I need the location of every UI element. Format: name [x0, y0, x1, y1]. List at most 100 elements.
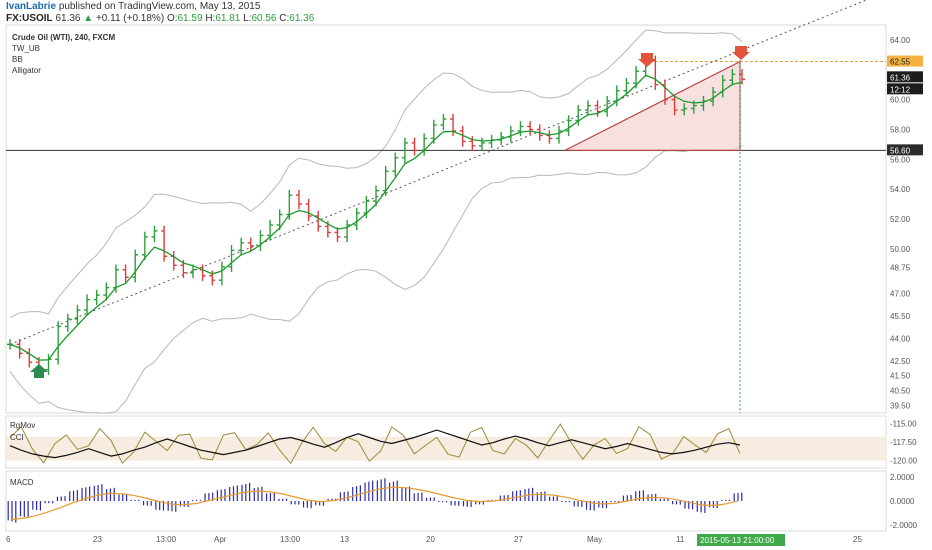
macd-pane-frame	[5, 470, 887, 532]
price-bar	[112, 264, 119, 293]
price-bar	[546, 130, 553, 144]
chart-title: Crude Oil (WTI), 240, FXCM	[12, 33, 115, 42]
price-bar	[517, 121, 524, 137]
axes: 64.0062.7561.5060.0058.0056.0054.0052.00…	[6, 36, 923, 546]
price-bar	[93, 289, 100, 305]
time-tick: 11	[676, 535, 685, 544]
cci-label: CCI	[10, 433, 24, 442]
author-name[interactable]: IvanLabrie	[6, 1, 57, 12]
sell-arrow-2-icon	[732, 46, 750, 60]
price-bar	[276, 209, 283, 231]
price-tick: 56.00	[890, 155, 911, 164]
price-tick: 47.00	[890, 290, 911, 299]
time-tick: 27	[514, 535, 523, 544]
resistance-badge-text: 62.55	[890, 58, 911, 67]
price-tick: 39.50	[890, 402, 911, 411]
price-bar	[199, 264, 206, 281]
price-bar	[710, 86, 717, 107]
price-bar	[151, 225, 158, 243]
price-bar	[218, 261, 225, 286]
price-bar	[478, 137, 485, 152]
trendline	[9, 0, 868, 345]
rgmov-label: RgMov	[10, 421, 35, 430]
support-badge-box	[887, 144, 923, 156]
resistance-badge-box	[887, 55, 923, 67]
close-value: 61.36	[289, 13, 315, 24]
countdown-badge: 12:12	[887, 83, 923, 95]
price-bar	[161, 225, 168, 262]
support-badge: 56.60	[887, 144, 923, 156]
price-tick: 41.50	[890, 372, 911, 381]
price-bar	[440, 113, 447, 131]
price-tick: 50.00	[890, 245, 911, 254]
price-bar	[170, 251, 177, 271]
price-bar	[344, 219, 351, 243]
high-label: H:	[205, 13, 216, 24]
price-bar	[459, 125, 466, 147]
cursor-date-text: 2015-05-13 21:00:00	[700, 536, 775, 545]
indicator-bb: BB	[12, 55, 23, 64]
price-bar	[507, 125, 514, 143]
last-price-badge-box	[887, 71, 923, 83]
price-bar	[16, 339, 23, 359]
time-tick: 13	[340, 535, 349, 544]
price-bar	[373, 185, 379, 207]
close-label: C:	[279, 13, 290, 24]
price-bar	[132, 249, 139, 283]
price-bar	[141, 231, 148, 261]
price-bar	[7, 339, 13, 350]
rgmov-line	[9, 429, 741, 459]
low-label: L:	[243, 13, 252, 24]
time-tick: 13:00	[280, 535, 301, 544]
price-bar	[55, 321, 62, 365]
countdown-badge-text: 12:12	[890, 85, 911, 94]
time-tick: 6	[6, 535, 11, 544]
lower-band	[9, 145, 743, 414]
price-bar	[671, 94, 678, 116]
resistance-badge: 62.55	[887, 55, 923, 67]
price-bar	[575, 104, 582, 126]
rgmov-tick: -120.00	[890, 457, 918, 466]
price-bar	[401, 137, 408, 164]
time-tick: 13:00	[156, 535, 177, 544]
price-bar	[74, 304, 81, 325]
price-pane	[6, 0, 886, 414]
price-bar	[64, 313, 71, 332]
rgmov-tick: -117.50	[890, 438, 917, 447]
sell-arrow-1-icon	[638, 53, 656, 67]
macd-signal-line	[11, 486, 739, 520]
chart-header: IvanLabrie published on TradingView.com,…	[6, 1, 926, 25]
price-bar	[556, 125, 562, 144]
time-tick: 25	[853, 535, 862, 544]
support-badge-text: 56.60	[890, 146, 911, 155]
price-tick: 60.00	[890, 96, 911, 105]
open-label: O:	[166, 13, 178, 24]
time-tick: May	[587, 535, 602, 544]
price-bar	[228, 245, 235, 272]
countdown-badge-box	[887, 83, 923, 95]
price-bar	[305, 198, 312, 222]
price-bar	[565, 115, 572, 137]
price-bar	[729, 69, 736, 86]
cursor-date-box	[697, 534, 785, 546]
price-tick: 52.00	[890, 215, 911, 224]
upper-band	[9, 29, 743, 318]
price-tick: 42.50	[890, 357, 911, 366]
macd-tick: -2.0000	[890, 521, 918, 530]
price-tick: 54.00	[890, 185, 911, 194]
price-bar	[247, 237, 254, 252]
published-text: published on TradingView.com, May 13, 20…	[58, 1, 261, 12]
price-bar	[257, 230, 264, 252]
price-bar	[353, 207, 360, 231]
indicator-twub: TW_UB	[12, 44, 40, 53]
rgmov-pane	[6, 423, 886, 465]
price-bar	[527, 121, 534, 135]
price-tick: 58.00	[890, 125, 911, 134]
high-value: 61.81	[215, 13, 241, 24]
price-bar	[103, 282, 110, 301]
price-tick: 64.00	[890, 36, 911, 45]
price-bar	[190, 264, 196, 278]
price-tick: 48.75	[890, 264, 911, 273]
price-bar	[681, 103, 688, 116]
